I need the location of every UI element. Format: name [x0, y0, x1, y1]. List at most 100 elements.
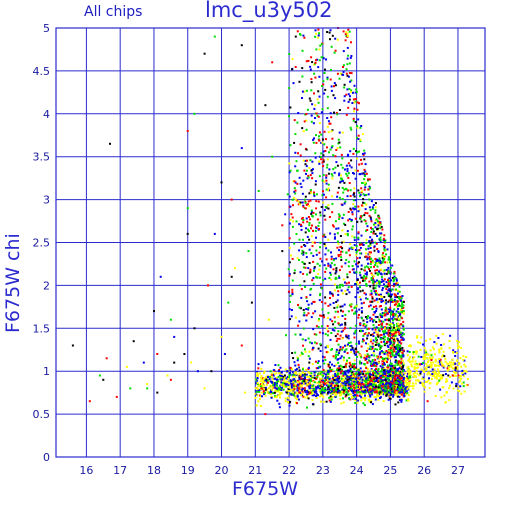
data-point — [360, 310, 363, 313]
data-point — [392, 341, 395, 344]
data-point — [287, 401, 289, 404]
data-point — [289, 300, 292, 303]
data-point — [365, 324, 368, 327]
data-point — [371, 259, 374, 262]
data-point — [337, 293, 340, 296]
data-point — [304, 207, 307, 210]
data-point — [356, 279, 359, 281]
data-point — [346, 232, 349, 235]
data-point — [345, 164, 348, 167]
data-point — [313, 193, 315, 196]
data-point — [351, 390, 353, 393]
data-point — [262, 390, 265, 393]
data-point — [413, 356, 416, 359]
data-point — [353, 307, 356, 310]
data-point — [376, 292, 379, 295]
data-point — [304, 159, 307, 162]
data-point — [374, 226, 377, 229]
data-point — [319, 344, 322, 347]
data-point — [323, 390, 326, 393]
data-point — [360, 356, 363, 359]
data-point — [302, 372, 305, 375]
data-point — [284, 400, 287, 403]
data-point — [302, 34, 305, 37]
data-point — [395, 279, 398, 282]
data-point — [273, 382, 276, 384]
data-point — [352, 383, 355, 386]
data-point — [353, 394, 356, 396]
data-point — [401, 348, 404, 351]
data-point — [408, 370, 411, 372]
data-point — [302, 204, 305, 207]
data-point — [290, 309, 293, 311]
data-point — [282, 376, 285, 379]
data-point — [378, 384, 381, 387]
data-point — [362, 243, 365, 246]
data-point — [352, 193, 355, 196]
data-point — [337, 242, 340, 245]
data-point — [364, 374, 367, 377]
data-point — [354, 353, 357, 356]
data-point — [320, 141, 323, 144]
data-point — [330, 332, 333, 334]
data-point — [332, 224, 334, 227]
data-point — [256, 377, 259, 380]
data-point — [362, 319, 365, 322]
data-point — [298, 80, 301, 83]
data-point — [396, 378, 399, 381]
data-point — [330, 116, 333, 119]
data-point — [374, 398, 377, 401]
data-point — [385, 377, 388, 379]
data-point — [359, 173, 362, 176]
data-point — [372, 275, 375, 278]
data-point — [330, 262, 333, 265]
data-point — [442, 386, 445, 389]
data-point — [387, 379, 390, 382]
data-point — [402, 362, 405, 365]
data-point — [315, 325, 318, 328]
data-point — [272, 373, 275, 376]
data-point — [340, 394, 343, 397]
data-point — [409, 344, 412, 347]
data-point — [357, 287, 360, 290]
data-point — [345, 394, 348, 397]
data-point — [339, 305, 342, 308]
data-point — [350, 305, 353, 308]
data-point — [368, 258, 371, 261]
data-point — [342, 278, 345, 281]
data-point — [379, 236, 382, 239]
data-point — [424, 366, 427, 369]
data-point — [350, 366, 353, 368]
data-point — [359, 274, 362, 277]
data-point — [341, 250, 344, 253]
data-point — [280, 371, 283, 374]
data-point — [368, 371, 371, 374]
data-point — [333, 390, 336, 393]
data-point — [359, 371, 362, 374]
data-point — [361, 289, 364, 292]
data-point — [424, 349, 427, 352]
data-point — [347, 337, 350, 340]
data-point — [369, 348, 372, 351]
data-point — [71, 344, 74, 347]
data-point — [316, 218, 319, 221]
data-point — [364, 293, 367, 296]
data-point — [369, 340, 372, 343]
data-point — [401, 366, 404, 369]
data-point — [336, 379, 339, 382]
data-point — [383, 269, 386, 272]
data-point — [382, 259, 385, 262]
data-point — [362, 338, 364, 341]
data-point — [391, 375, 394, 378]
data-point — [320, 56, 323, 59]
data-point — [338, 391, 341, 394]
data-points — [71, 27, 469, 416]
data-point — [292, 392, 294, 395]
data-point — [307, 176, 310, 179]
data-point — [400, 309, 403, 312]
data-point — [348, 291, 351, 294]
data-point — [345, 282, 348, 285]
data-point — [294, 369, 297, 372]
data-point — [318, 95, 321, 98]
data-point — [294, 181, 297, 184]
